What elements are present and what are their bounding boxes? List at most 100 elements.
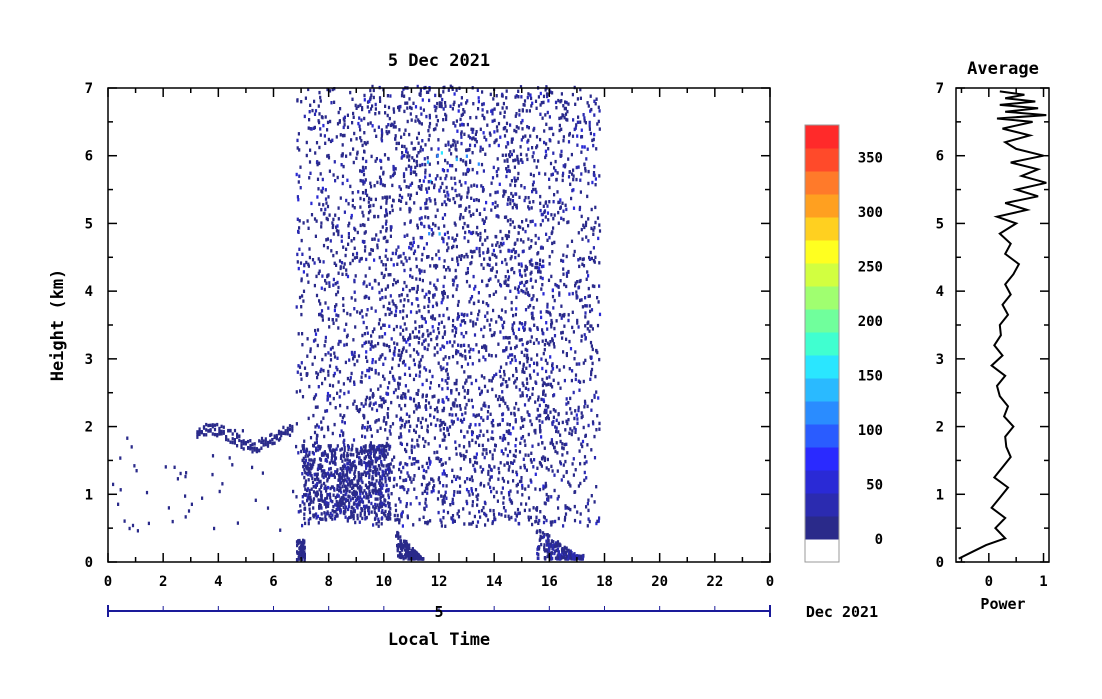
heatmap-cell	[488, 353, 491, 357]
heatmap-cell	[354, 228, 357, 232]
heatmap-cell	[213, 432, 217, 437]
heatmap-cell	[566, 451, 569, 455]
heatmap-cell	[339, 509, 342, 513]
heatmap-cell	[540, 287, 543, 291]
heatmap-cell	[482, 467, 485, 472]
heatmap-cell	[539, 223, 542, 227]
heatmap-cell	[388, 307, 392, 312]
heatmap-cell	[284, 431, 287, 435]
heatmap-cell	[320, 517, 323, 521]
heatmap-cell	[233, 428, 237, 433]
heatmap-cell	[427, 297, 430, 301]
heatmap-cell	[381, 225, 384, 229]
heatmap-cell	[339, 433, 342, 438]
heatmap-cell	[343, 448, 346, 453]
heatmap-cell	[523, 99, 527, 103]
heatmap-cell	[408, 555, 411, 559]
heatmap-cell	[540, 397, 543, 402]
heatmap-cell	[584, 304, 587, 308]
heatmap-cell	[492, 509, 495, 513]
heatmap-cell	[260, 440, 263, 444]
heatmap-cell	[469, 136, 472, 140]
heatmap-cell	[549, 340, 552, 344]
heatmap-cell	[367, 200, 370, 204]
heatmap-cell	[371, 237, 374, 241]
heatmap-cell	[501, 418, 504, 422]
heatmap-cell	[356, 479, 359, 483]
heatmap-cell	[542, 531, 545, 535]
heatmap-cell	[583, 333, 586, 337]
heatmap-cell	[426, 428, 429, 432]
heatmap-cell	[557, 516, 560, 521]
heatmap-cell	[562, 171, 565, 176]
heatmap-cell	[588, 124, 591, 128]
heatmap-cell	[410, 448, 413, 452]
heatmap-cell	[563, 116, 566, 120]
heatmap-cell	[381, 501, 384, 505]
heatmap-cell	[517, 511, 520, 516]
heatmap-cell	[273, 434, 276, 438]
heatmap-cell	[564, 203, 567, 207]
heatmap-cell	[496, 204, 499, 208]
heatmap-cell	[356, 484, 359, 488]
heatmap-cell	[553, 345, 556, 349]
heatmap-cell	[409, 557, 412, 561]
heatmap-cell	[593, 395, 596, 399]
heatmap-cell	[573, 557, 576, 561]
heatmap-cell	[352, 357, 355, 361]
heatmap-cell	[373, 488, 377, 493]
heatmap-cell	[430, 477, 433, 481]
heatmap-cell	[370, 334, 373, 338]
heatmap-cell	[244, 442, 247, 446]
heatmap-cell	[366, 463, 369, 468]
heatmap-cell	[379, 426, 382, 430]
heatmap-cell	[581, 257, 584, 262]
heatmap-cell	[507, 431, 510, 435]
heatmap-cell	[307, 521, 310, 526]
heatmap-cell	[503, 463, 506, 467]
heatmap-cell	[418, 370, 422, 374]
heatmap-cell	[572, 473, 575, 477]
heatmap-cell	[504, 189, 507, 194]
heatmap-cell	[405, 185, 408, 189]
heatmap-cell	[399, 396, 403, 400]
heatmap-cell	[494, 139, 497, 143]
heatmap-cell	[567, 157, 570, 161]
heatmap-cell	[322, 453, 325, 457]
heatmap-cell	[501, 153, 504, 157]
heatmap-cell	[409, 105, 412, 110]
heatmap-cell	[431, 304, 435, 309]
heatmap-cell	[530, 422, 533, 427]
heatmap-cell	[589, 131, 592, 136]
heatmap-cell	[320, 506, 323, 510]
heatmap-cell	[365, 326, 368, 330]
heatmap-cell	[335, 229, 338, 233]
heatmap-cell	[425, 292, 428, 297]
heatmap-cell	[538, 419, 541, 423]
heatmap-cell	[434, 214, 437, 219]
heatmap-cell	[510, 152, 513, 157]
heatmap-cell	[385, 199, 388, 203]
heatmap-cell	[319, 463, 322, 467]
heatmap-cell	[340, 163, 343, 167]
heatmap-cell	[368, 110, 371, 114]
heatmap-cell	[342, 493, 345, 498]
heatmap-cell	[350, 465, 354, 469]
heatmap-cell	[344, 473, 347, 477]
heatmap-cell	[512, 247, 515, 252]
heatmap-cell	[433, 185, 436, 190]
heatmap-cell	[539, 258, 542, 262]
heatmap-cell	[300, 377, 303, 381]
heatmap-cell	[547, 535, 550, 540]
heatmap-cell	[451, 186, 454, 191]
heatmap-cell	[133, 464, 136, 468]
heatmap-cell	[413, 158, 416, 163]
heatmap-cell	[530, 270, 533, 274]
heatmap-cell	[473, 287, 476, 291]
heatmap-cell	[309, 467, 312, 471]
heatmap-cell	[475, 198, 478, 202]
heatmap-cell	[467, 375, 470, 379]
heatmap-cell	[462, 385, 465, 389]
heatmap-cell	[380, 180, 383, 184]
heatmap-cell	[320, 490, 323, 494]
